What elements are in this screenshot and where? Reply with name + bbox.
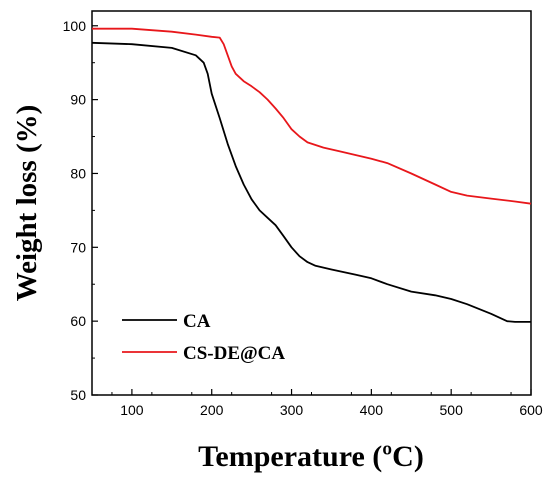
x-tick-label: 100 (120, 402, 144, 418)
y-tick-label: 80 (70, 165, 86, 181)
series-layer (91, 27, 532, 323)
series-line-cs-de-ca (92, 27, 532, 205)
ticks: 100 200 300 400 500 600 50 60 70 80 90 100 (63, 18, 543, 418)
x-tick-label: 500 (440, 402, 464, 418)
y-tick-label: 60 (70, 313, 86, 329)
x-tick-label: 600 (519, 402, 543, 418)
series-line-ca (91, 41, 531, 323)
y-tick-label: 90 (70, 92, 86, 108)
x-tick-label: 400 (360, 402, 384, 418)
y-tick-label: 70 (70, 239, 86, 255)
y-axis-title: Weight loss (%) (11, 105, 43, 302)
x-tick-label: 200 (200, 402, 224, 418)
legend-label: CS-DE@CA (183, 343, 285, 364)
y-tick-label: 100 (63, 18, 87, 34)
plot-frame (91, 10, 532, 396)
legend-label: CA (183, 311, 211, 332)
x-axis-title: Temperature (ºC) (198, 440, 424, 473)
y-tick-label: 50 (70, 387, 86, 403)
legend: CA CS-DE@CA (122, 311, 285, 364)
x-tick-label: 300 (280, 402, 304, 418)
